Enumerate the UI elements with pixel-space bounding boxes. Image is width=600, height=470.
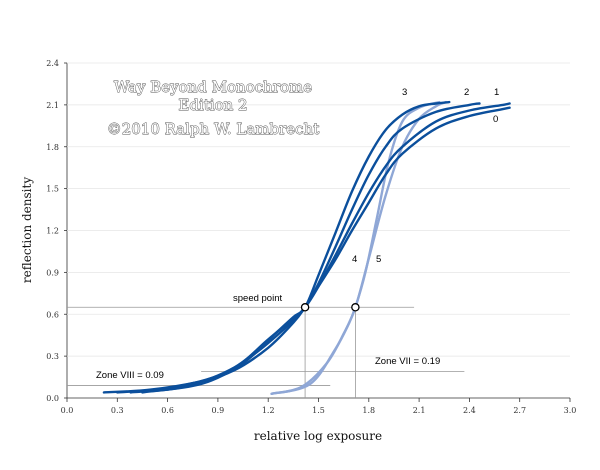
x-tick-label: 1.8 bbox=[362, 406, 375, 415]
series-label-1: 1 bbox=[494, 87, 499, 98]
y-tick-label: 0.0 bbox=[46, 394, 59, 403]
speed-points bbox=[300, 303, 360, 312]
series-label-4: 4 bbox=[352, 254, 357, 265]
watermark-line-1: Way Beyond Monochrome bbox=[114, 78, 312, 96]
x-tick-label: 0.6 bbox=[161, 406, 174, 415]
watermark-line-2: Edition 2 bbox=[178, 96, 247, 114]
x-tick-label: 0.9 bbox=[212, 406, 225, 415]
y-tick-label: 2.4 bbox=[46, 59, 59, 68]
x-tick-label: 0.0 bbox=[61, 406, 74, 415]
speed-point-label: speed point bbox=[233, 293, 282, 304]
x-tick-label: 2.7 bbox=[513, 406, 526, 415]
watermark: Way Beyond Monochrome Edition 2 ©2010 Ra… bbox=[106, 78, 320, 139]
x-tick-label: 2.1 bbox=[413, 406, 426, 415]
watermark-line-3: ©2010 Ralph W. Lambrecht bbox=[107, 120, 320, 138]
x-tick-label: 1.2 bbox=[262, 406, 275, 415]
y-axis-title: reflection density bbox=[20, 177, 34, 283]
series-label-3: 3 bbox=[402, 87, 407, 98]
y-tick-label: 1.8 bbox=[46, 143, 59, 152]
curves bbox=[102, 100, 511, 395]
curve-0 bbox=[102, 106, 511, 394]
reference-lines bbox=[67, 306, 465, 398]
y-tick-label: 0.3 bbox=[46, 352, 59, 361]
series-label-2: 2 bbox=[464, 87, 469, 98]
x-axis-ticks: 0.0 0.3 0.6 0.9 1.2 1.5 1.8 2.1 2.4 2.7 3.0 bbox=[61, 398, 577, 415]
y-tick-label: 1.5 bbox=[46, 185, 59, 194]
series-label-0: 0 bbox=[493, 114, 498, 125]
y-tick-label: 0.6 bbox=[46, 310, 59, 319]
speed-point-marker bbox=[351, 303, 360, 312]
series-label-5: 5 bbox=[376, 254, 381, 265]
y-axis-ticks: 0.0 0.3 0.6 0.9 1.2 1.5 1.8 2.1 2.4 bbox=[46, 59, 67, 403]
speed-point-marker bbox=[300, 303, 310, 312]
x-tick-label: 1.5 bbox=[312, 406, 325, 415]
x-tick-label: 0.3 bbox=[111, 406, 124, 415]
zone-vii-label: Zone VII = 0.19 bbox=[375, 356, 440, 367]
curve-5 bbox=[270, 100, 441, 395]
y-tick-label: 2.1 bbox=[46, 101, 59, 110]
x-tick-label: 2.4 bbox=[463, 406, 476, 415]
curve-3 bbox=[141, 100, 451, 394]
zone-viii-label: Zone VIII = 0.09 bbox=[96, 370, 164, 381]
curve-4 bbox=[270, 100, 448, 395]
x-tick-label: 3.0 bbox=[564, 406, 577, 415]
y-tick-label: 1.2 bbox=[46, 227, 59, 236]
curve-2 bbox=[129, 102, 481, 394]
y-tick-label: 0.9 bbox=[46, 268, 59, 277]
x-axis-title: relative log exposure bbox=[254, 429, 382, 443]
